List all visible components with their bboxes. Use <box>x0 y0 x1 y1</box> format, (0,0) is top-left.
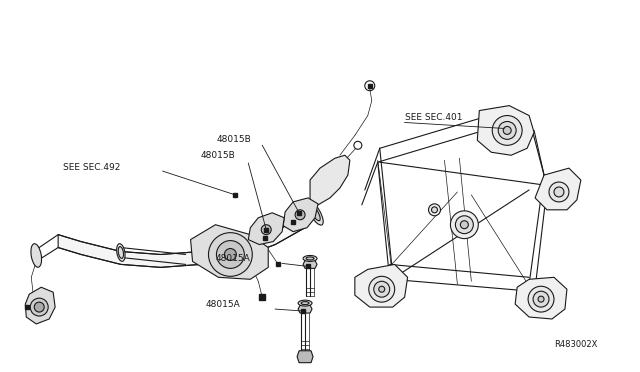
Ellipse shape <box>310 205 320 221</box>
Ellipse shape <box>31 244 42 267</box>
Ellipse shape <box>306 257 314 260</box>
Text: 48015B: 48015B <box>200 151 236 160</box>
Circle shape <box>379 286 385 292</box>
Polygon shape <box>26 287 55 324</box>
Circle shape <box>533 291 549 307</box>
Circle shape <box>503 126 511 134</box>
Ellipse shape <box>116 244 125 261</box>
Text: 48015A: 48015A <box>205 300 240 309</box>
Circle shape <box>431 207 438 213</box>
Circle shape <box>209 232 252 276</box>
Circle shape <box>35 302 44 312</box>
Polygon shape <box>298 305 312 313</box>
Polygon shape <box>310 155 350 205</box>
Polygon shape <box>283 198 318 232</box>
Circle shape <box>369 276 395 302</box>
Circle shape <box>30 298 48 316</box>
Polygon shape <box>58 200 315 267</box>
Polygon shape <box>535 168 581 210</box>
Circle shape <box>554 187 564 197</box>
Polygon shape <box>191 225 268 279</box>
Circle shape <box>225 248 236 260</box>
Ellipse shape <box>301 302 309 305</box>
Circle shape <box>498 122 516 140</box>
Circle shape <box>261 225 271 235</box>
Circle shape <box>538 296 544 302</box>
Ellipse shape <box>118 247 124 259</box>
Polygon shape <box>297 351 313 363</box>
Text: 48015B: 48015B <box>216 135 252 144</box>
Text: SEE SEC.492: SEE SEC.492 <box>63 163 120 172</box>
Circle shape <box>492 116 522 145</box>
Circle shape <box>528 286 554 312</box>
Circle shape <box>451 211 478 238</box>
Polygon shape <box>303 260 317 268</box>
Polygon shape <box>515 277 567 319</box>
Polygon shape <box>477 106 534 155</box>
Polygon shape <box>248 213 284 244</box>
Circle shape <box>549 182 569 202</box>
Circle shape <box>456 216 474 234</box>
Text: 48015A: 48015A <box>216 254 250 263</box>
Polygon shape <box>355 264 408 307</box>
Text: SEE SEC.401: SEE SEC.401 <box>404 113 462 122</box>
Circle shape <box>374 281 390 297</box>
Circle shape <box>429 204 440 216</box>
Ellipse shape <box>303 256 317 262</box>
Text: R483002X: R483002X <box>554 340 597 349</box>
Circle shape <box>460 221 468 229</box>
Ellipse shape <box>307 201 323 225</box>
Circle shape <box>216 241 244 268</box>
Circle shape <box>295 210 305 220</box>
Ellipse shape <box>298 300 312 306</box>
